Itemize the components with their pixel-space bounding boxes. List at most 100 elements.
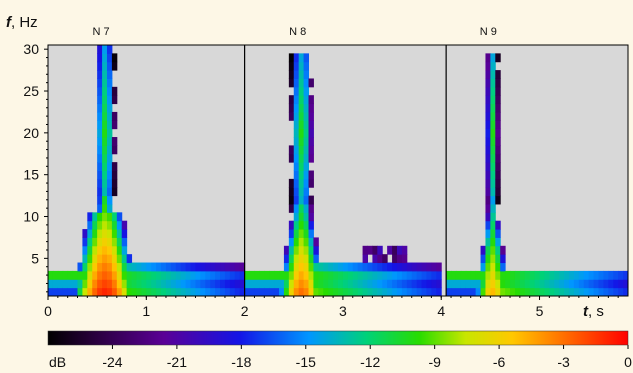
axes: 5 10 15 20 25 30 0 1 2 3 4 5 f, Hz t, s	[6, 14, 629, 320]
spectrogram-cell	[106, 195, 113, 205]
spectrogram-cell	[97, 262, 103, 272]
spectrogram-cell	[239, 279, 246, 289]
spectrogram-cell	[372, 245, 378, 255]
spectrogram-cell	[303, 237, 310, 247]
spectrogram-cell	[573, 287, 580, 297]
spectrogram-cell	[87, 237, 93, 247]
spectrogram-cell	[136, 270, 142, 280]
spectrogram-cell	[495, 111, 501, 121]
spectrogram-cell	[293, 245, 300, 255]
spectrogram-cell	[288, 254, 295, 264]
spectrogram-cell	[480, 245, 486, 255]
spectrogram-cell	[106, 170, 113, 180]
colorbar-tick-label: -18	[231, 354, 251, 370]
spectrogram-cell	[283, 262, 290, 272]
spectrogram-cell	[303, 53, 310, 63]
spectrogram-cell	[347, 279, 354, 289]
spectrogram-cell	[598, 279, 604, 289]
spectrogram-cell	[485, 162, 491, 171]
spectrogram-cell	[475, 287, 482, 297]
spectrogram-cell	[303, 187, 310, 197]
spectrogram-cell	[288, 53, 295, 63]
spectrogram-cell	[495, 187, 501, 197]
spectrogram-cell	[298, 86, 305, 96]
spectrogram-cell	[308, 95, 314, 105]
spectrogram-cell	[97, 86, 103, 96]
spectrogram-cell	[106, 86, 113, 96]
spectrogram-cell	[102, 153, 108, 163]
spectrogram-cell	[465, 287, 472, 297]
spectrogram-cell	[146, 262, 152, 272]
spectrogram-cell	[72, 279, 78, 289]
spectrogram-cell	[102, 187, 108, 197]
spectrogram-cell	[313, 287, 319, 297]
spectrogram-cell	[431, 279, 437, 289]
spectrogram-cell	[352, 270, 359, 280]
spectrogram-cell	[298, 254, 305, 264]
spectrogram-cell	[224, 262, 231, 272]
spectrogram-cell	[554, 287, 560, 297]
spectrogram-cell	[298, 262, 305, 272]
spectrogram-cell	[485, 170, 491, 180]
spectrogram-cell	[342, 270, 349, 280]
spectrogram-cell	[97, 120, 103, 130]
spectrogram-cell	[131, 270, 137, 280]
spectrogram-cell	[470, 270, 477, 280]
spectrogram-cell	[455, 279, 462, 289]
spectrogram-cell	[564, 287, 570, 297]
spectrogram-cell	[102, 61, 108, 71]
spectrogram-cell	[200, 279, 206, 289]
spectrogram-cell	[161, 262, 167, 272]
spectrogram-cell	[210, 262, 216, 272]
spectrogram-cell	[598, 287, 604, 297]
spectrogram-cell	[298, 137, 305, 146]
spectrogram-cell	[495, 153, 501, 163]
spectrogram-cell	[569, 287, 575, 297]
spectrogram-cell	[308, 279, 314, 289]
spectrogram-cell	[274, 279, 280, 289]
spectrogram-cell	[318, 262, 324, 272]
spectrogram-cell	[87, 279, 93, 289]
spectrogram-cell	[505, 270, 511, 280]
spectrogram-cell	[116, 229, 123, 238]
spectrogram-cell	[87, 212, 93, 222]
spectrogram-cell	[293, 212, 300, 222]
spectrogram-cell	[126, 287, 133, 297]
spectrogram-cell	[298, 95, 305, 105]
spectrogram-cell	[151, 262, 157, 272]
spectrogram-cell	[303, 70, 310, 79]
spectrogram-cell	[111, 237, 118, 247]
spectrogram-cell	[495, 262, 501, 272]
spectrogram-cell	[293, 237, 300, 247]
spectrogram-cell	[298, 61, 305, 71]
spectrogram-cell	[303, 137, 310, 146]
spectrogram-cell	[288, 279, 295, 289]
spectrogram-cell	[465, 279, 472, 289]
spectrogram-cell	[421, 262, 427, 272]
spectrogram-cell	[293, 229, 300, 238]
spectrogram-cell	[559, 279, 565, 289]
spectrogram-cell	[293, 53, 300, 63]
spectrogram-cell	[111, 170, 118, 180]
spectrogram-cell	[190, 270, 196, 280]
spectrogram-cell	[106, 178, 113, 188]
spectrogram-cell	[564, 270, 570, 280]
spectrogram-cell	[111, 145, 118, 155]
spectrogram-cell	[87, 262, 93, 272]
spectrogram-cell	[205, 262, 211, 272]
spectrogram-cell	[215, 270, 221, 280]
spectrogram-cell	[431, 270, 437, 280]
spectrogram-cell	[298, 195, 305, 205]
spectrogram-cell	[421, 279, 427, 289]
spectrogram-cell	[485, 229, 491, 238]
spectrogram-cell	[583, 279, 590, 289]
spectrogram-cell	[52, 287, 59, 297]
spectrogram-cell	[92, 220, 98, 230]
spectrogram-cell	[308, 220, 314, 230]
spectrogram-cell	[116, 254, 123, 264]
spectrogram-cell	[200, 270, 206, 280]
spectrogram-cell	[259, 279, 265, 289]
spectrogram-cell	[529, 270, 536, 280]
spectrogram-cell	[308, 145, 314, 155]
colorbar-tick-label: -9	[428, 354, 441, 370]
